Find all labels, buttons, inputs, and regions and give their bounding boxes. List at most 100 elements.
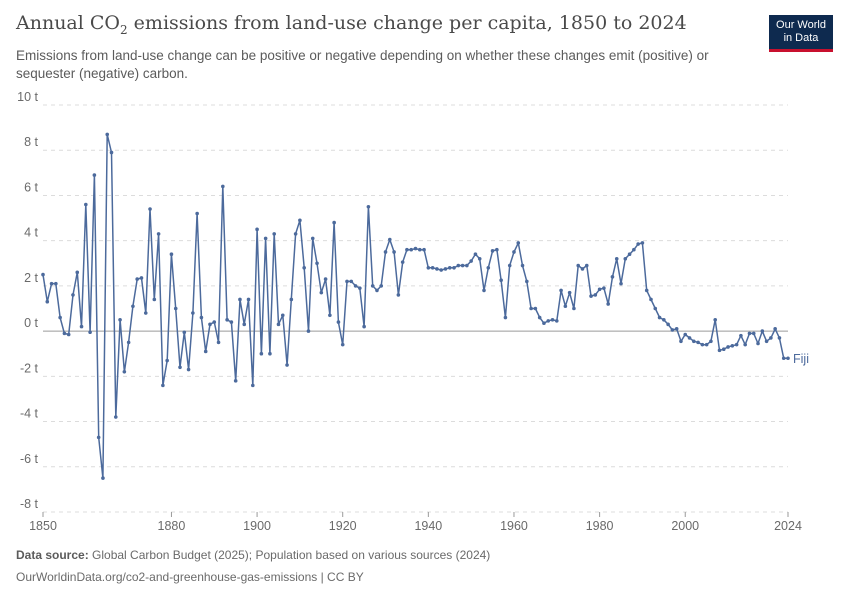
- series-label: Fiji: [793, 352, 809, 366]
- data-point: [383, 250, 388, 254]
- data-point: [593, 293, 598, 297]
- data-point: [118, 318, 122, 322]
- data-point: [614, 256, 619, 261]
- data-point: [679, 339, 683, 344]
- data-point: [610, 275, 615, 279]
- data-point: [473, 252, 478, 257]
- data-point: [781, 356, 786, 361]
- data-point: [430, 266, 435, 270]
- data-point: [263, 236, 268, 241]
- data-point: [148, 207, 152, 211]
- data-point: [405, 247, 409, 252]
- data-point: [173, 306, 178, 311]
- data-point: [208, 322, 212, 327]
- data-point: [417, 247, 422, 252]
- logo-line-1: Our World: [776, 19, 826, 31]
- data-point: [319, 290, 324, 295]
- data-point: [135, 277, 139, 281]
- data-point: [143, 311, 148, 315]
- data-point: [627, 252, 632, 257]
- data-point: [606, 302, 610, 306]
- data-point: [246, 297, 251, 302]
- data-point: [576, 263, 581, 268]
- data-point: [79, 324, 84, 329]
- data-point: [41, 272, 45, 277]
- data-point: [490, 249, 495, 253]
- y-tick-label: -2 t: [20, 361, 39, 375]
- data-point: [272, 232, 277, 236]
- x-tick-label: 1880: [158, 519, 186, 533]
- data-point: [572, 306, 576, 311]
- data-point: [199, 315, 204, 320]
- data-point: [358, 286, 362, 290]
- x-tick-label: 1920: [329, 519, 357, 533]
- data-point: [447, 266, 452, 270]
- data-point: [302, 266, 306, 270]
- data-point: [751, 331, 756, 336]
- data-point: [349, 279, 354, 284]
- data-point: [413, 246, 418, 251]
- data-point: [75, 270, 80, 275]
- source-url[interactable]: OurWorldinData.org/co2-and-greenhouse-ga…: [16, 570, 364, 584]
- data-point: [692, 339, 696, 344]
- x-tick-label: 2000: [671, 519, 699, 533]
- owid-logo[interactable]: Our World in Data: [769, 15, 833, 52]
- data-point: [212, 320, 217, 324]
- data-point: [225, 318, 229, 322]
- data-point: [169, 252, 174, 257]
- data-point: [460, 263, 465, 268]
- data-point: [375, 288, 379, 293]
- data-point: [259, 351, 264, 356]
- data-point: [255, 227, 259, 232]
- data-point: [482, 288, 486, 293]
- data-point: [589, 294, 593, 298]
- series-layer: Fiji: [41, 132, 809, 480]
- data-point: [233, 379, 238, 383]
- data-point: [644, 288, 649, 293]
- data-point: [516, 241, 521, 245]
- data-point: [195, 211, 199, 216]
- data-point: [786, 356, 790, 361]
- data-point: [580, 267, 585, 271]
- data-point: [747, 331, 752, 336]
- data-point: [584, 263, 589, 268]
- data-point: [182, 330, 187, 335]
- data-point: [362, 324, 366, 329]
- data-point: [203, 349, 208, 354]
- data-point: [554, 319, 559, 323]
- x-tick-label: 1900: [243, 519, 271, 533]
- x-tick-label: 1850: [29, 519, 57, 533]
- data-point: [700, 342, 705, 347]
- data-point: [122, 370, 127, 374]
- data-point: [649, 297, 653, 302]
- data-point: [666, 322, 670, 327]
- x-tick-label: 1980: [586, 519, 614, 533]
- data-point: [709, 339, 713, 344]
- y-tick-label: 0 t: [24, 316, 38, 330]
- y-tick-label: 8 t: [24, 135, 38, 149]
- data-point: [456, 263, 461, 268]
- data-point: [717, 348, 722, 353]
- data-point: [623, 256, 628, 261]
- data-point: [221, 184, 225, 189]
- data-point: [653, 306, 658, 311]
- data-point: [477, 256, 482, 261]
- logo-line-2: in Data: [783, 32, 819, 44]
- data-point: [353, 284, 358, 288]
- data-point: [105, 132, 110, 137]
- data-point: [409, 247, 414, 252]
- chart-subtitle: Emissions from land-use change can be po…: [16, 48, 709, 81]
- data-point: [84, 202, 88, 207]
- data-point: [602, 286, 606, 290]
- data-point: [229, 320, 234, 324]
- y-tick-label: -4 t: [20, 407, 39, 421]
- data-point: [704, 342, 709, 347]
- y-tick-label: 2 t: [24, 271, 38, 285]
- data-point: [306, 329, 311, 333]
- data-point: [315, 261, 319, 266]
- data-point: [152, 297, 157, 302]
- data-point: [323, 277, 328, 281]
- data-point: [340, 342, 345, 347]
- series-line: [42, 133, 788, 479]
